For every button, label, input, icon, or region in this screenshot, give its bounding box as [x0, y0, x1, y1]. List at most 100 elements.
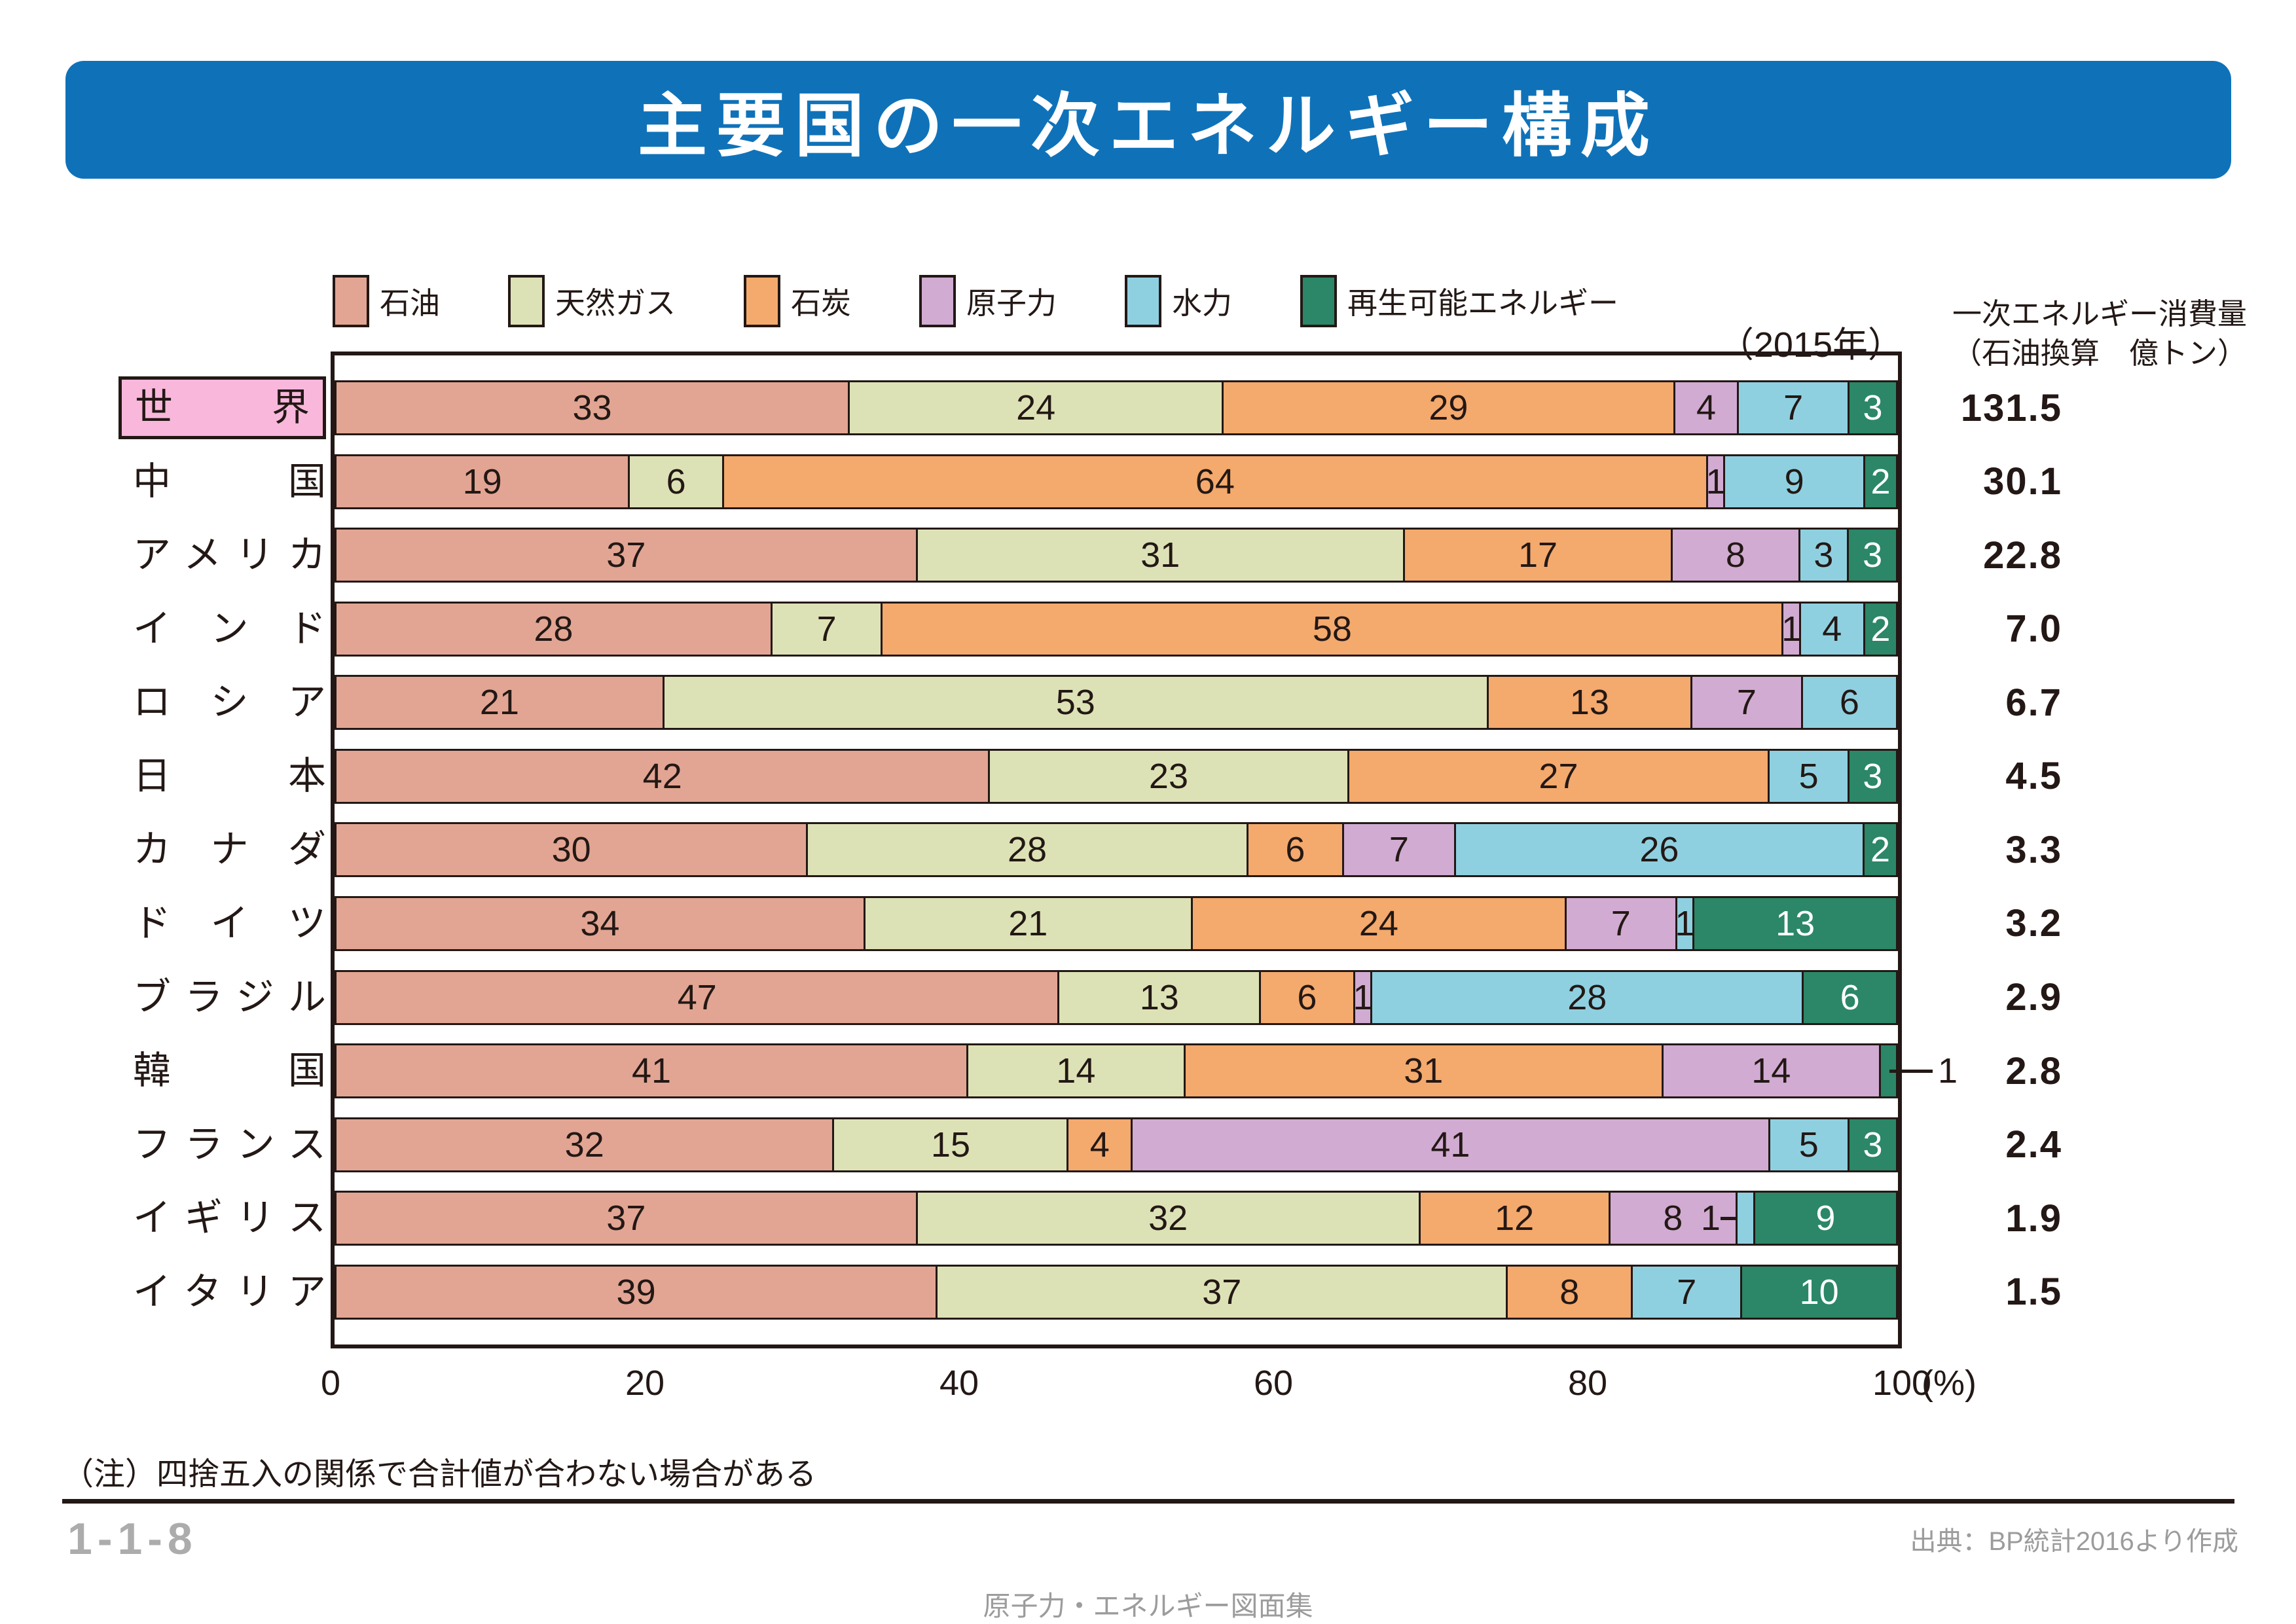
- legend-item-gas: 天然ガス: [508, 275, 676, 327]
- value-japan: 4.5: [2005, 755, 2062, 798]
- segment-value: 27: [1539, 756, 1578, 796]
- bar-brazil-seg-coal: 6: [1259, 971, 1353, 1023]
- label-cell-india: インド: [133, 592, 326, 666]
- x-tick-20: 20: [625, 1363, 665, 1403]
- legend-label-hydro: 水力: [1172, 286, 1232, 320]
- segment-value: 28: [1567, 977, 1607, 1017]
- row-label-france: フランス: [133, 1123, 326, 1166]
- legend-item-nuclear: 原子力: [919, 275, 1057, 327]
- legend-item-hydro: 水力: [1125, 275, 1232, 327]
- bar-usa-seg-gas: 31: [915, 530, 1403, 581]
- bar-japan-seg-renewable: 3: [1847, 750, 1896, 802]
- segment-value-leader: 1: [1701, 1198, 1736, 1238]
- segment-value: 4: [1822, 609, 1842, 649]
- segment-value: 2: [1870, 830, 1891, 870]
- bar-russia-seg-gas: 53: [662, 677, 1487, 729]
- bar-row-world: 33 24 29 4 7 3: [335, 371, 1898, 445]
- value-china: 30.1: [1983, 460, 2062, 503]
- bar-france: 32 15 4 41 5 3: [335, 1117, 1898, 1172]
- bar-italy-seg-coal: 8: [1506, 1266, 1631, 1318]
- segment-value: 12: [1495, 1199, 1535, 1238]
- bar-korea-seg-nuclear: 14: [1662, 1045, 1879, 1097]
- bar-china-seg-coal: 64: [721, 456, 1706, 507]
- rounding-note: （注）四捨五入の関係で合計値が合わない場合がある: [62, 1457, 817, 1492]
- segment-value: 8: [1663, 1199, 1683, 1238]
- row-label-japan: 日本: [133, 754, 326, 797]
- segment-value: 9: [1784, 461, 1804, 501]
- segment-value: 21: [1008, 903, 1048, 943]
- bar-usa-seg-hydro: 3: [1798, 530, 1848, 581]
- segment-value-leader: 1: [1889, 1051, 1958, 1091]
- value-india: 7.0: [2005, 607, 2062, 651]
- bar-japan-seg-coal: 27: [1347, 750, 1768, 802]
- highlight-box-world: 世界: [118, 376, 326, 440]
- label-cell-japan: 日本: [133, 740, 326, 814]
- value-brazil: 2.9: [2005, 976, 2062, 1019]
- bar-canada-seg-nuclear: 7: [1342, 824, 1454, 876]
- segment-value: 13: [1569, 683, 1609, 723]
- legend: 石油 天然ガス 石炭 原子力 水力 再生可能エネルギー: [333, 275, 1618, 327]
- bar-canada-seg-gas: 28: [806, 824, 1247, 876]
- segment-value: 31: [1140, 535, 1180, 575]
- legend-swatch-hydro: [1125, 275, 1161, 327]
- segment-value: 7: [1677, 1272, 1697, 1312]
- segment-value: 3: [1863, 388, 1883, 428]
- bar-uk-seg-gas: 32: [915, 1193, 1419, 1244]
- bar-brazil-seg-oil: 47: [337, 971, 1058, 1023]
- segment-value: 47: [677, 977, 717, 1017]
- bar-korea-seg-coal: 31: [1183, 1045, 1662, 1097]
- row-label-brazil: ブラジル: [133, 975, 326, 1019]
- bar-germany-seg-nuclear: 7: [1564, 897, 1675, 949]
- row-label-china: 中国: [133, 460, 326, 503]
- segment-value: 10: [1799, 1272, 1839, 1312]
- bar-italy: 39 37 8 7 10: [335, 1264, 1898, 1320]
- segment-value: 6: [1285, 830, 1305, 870]
- segment-value: 7: [1736, 683, 1757, 723]
- bar-germany-seg-coal: 24: [1190, 897, 1565, 949]
- bar-brazil-seg-renewable: 6: [1802, 971, 1896, 1023]
- bar-india: 28 7 58 1 4 2: [335, 601, 1898, 657]
- label-cell-usa: アメリカ: [133, 518, 326, 592]
- segment-value: 31: [1404, 1051, 1444, 1091]
- row-label-usa: アメリカ: [133, 533, 326, 577]
- legend-swatch-renewable: [1300, 275, 1337, 327]
- segment-value: 39: [616, 1272, 656, 1312]
- bar-italy-seg-renewable: 10: [1740, 1266, 1896, 1318]
- label-cell-canada: カナダ: [133, 813, 326, 887]
- bar-china-seg-nuclear: 1: [1705, 456, 1726, 507]
- bar-korea-seg-gas: 14: [966, 1045, 1184, 1097]
- bar-germany-seg-oil: 34: [337, 897, 864, 949]
- segment-value: 4: [1696, 388, 1716, 428]
- bar-japan: 42 23 27 5 3: [335, 748, 1898, 804]
- segment-value: 7: [1389, 830, 1409, 870]
- leader-line: [1889, 1069, 1933, 1073]
- bar-russia-seg-nuclear: 7: [1690, 677, 1801, 729]
- bar-india-seg-oil: 28: [337, 603, 771, 655]
- legend-swatch-oil: [333, 275, 369, 327]
- bar-row-italy: 39 37 8 7 10: [335, 1255, 1898, 1329]
- bar-india-seg-renewable: 2: [1863, 603, 1897, 655]
- bar-usa-seg-oil: 37: [337, 530, 916, 581]
- bar-korea-seg-oil: 41: [337, 1045, 967, 1097]
- x-tick-40: 40: [939, 1363, 979, 1403]
- bar-row-canada: 30 28 6 7 26 2: [335, 813, 1898, 887]
- segment-value: 5: [1798, 756, 1819, 796]
- value-usa: 22.8: [1983, 533, 2062, 577]
- legend-label-coal: 石炭: [791, 286, 851, 320]
- footer-rule: [62, 1499, 2234, 1504]
- segment-value: 21: [479, 683, 519, 723]
- bar-uk-seg-renewable: 9: [1753, 1193, 1896, 1244]
- label-cell-korea: 韓国: [133, 1034, 326, 1108]
- legend-swatch-gas: [508, 275, 545, 327]
- label-cell-uk: イギリス: [133, 1182, 326, 1255]
- segment-value: 37: [1202, 1272, 1242, 1312]
- segment-value: 37: [606, 1199, 646, 1238]
- bar-uk-seg-hydro: 1: [1701, 1193, 1753, 1244]
- bar-france-seg-oil: 32: [337, 1119, 833, 1170]
- bar-canada-seg-oil: 30: [337, 824, 807, 876]
- bar-world-seg-hydro: 7: [1737, 382, 1848, 434]
- consumption-header-line1: 一次エネルギー消費量: [1952, 297, 2248, 331]
- segment-value: 42: [642, 756, 682, 796]
- segment-value: 15: [930, 1125, 970, 1164]
- bar-world-seg-nuclear: 4: [1673, 382, 1738, 434]
